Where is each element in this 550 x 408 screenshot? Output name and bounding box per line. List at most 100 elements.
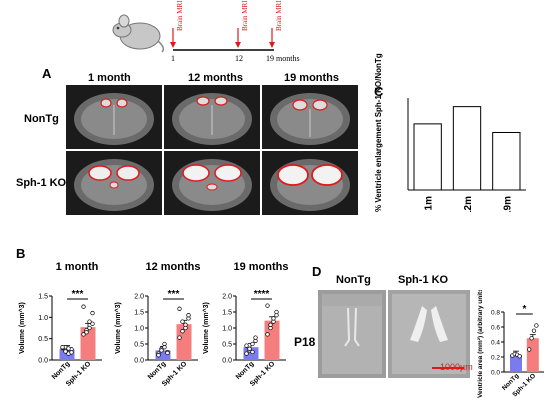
data-point <box>159 348 164 353</box>
panel-letter-d: D <box>312 264 322 279</box>
timeline-tick-1: 1 <box>171 54 175 63</box>
y-tick-label: 0.4 <box>491 340 500 347</box>
data-point <box>177 335 182 340</box>
bar-12m <box>452 106 482 191</box>
volume-chart-12-months: 12 months 2.0 1.5 1.0 0.5 0.0 Volume (mm^3) Non… <box>114 261 201 388</box>
panel-a-row-1: NonTg <box>24 113 59 125</box>
significance-label: *** <box>72 289 84 300</box>
data-point <box>165 350 170 356</box>
data-point <box>84 330 89 335</box>
y-tick-label: 2.0 <box>222 294 232 301</box>
data-point <box>69 350 74 355</box>
y-tick-label: 0.2 <box>491 355 500 362</box>
bar-Sph-1-KO <box>176 324 192 360</box>
data-point <box>271 316 276 321</box>
y-axis-label: Volume (mm^3) <box>202 302 210 354</box>
mri-nontg-12m <box>164 85 260 149</box>
data-point <box>531 328 537 333</box>
significance-label: **** <box>254 289 270 300</box>
data-point <box>244 351 249 356</box>
data-point <box>87 325 92 331</box>
data-point <box>250 349 255 355</box>
y-tick-label: 1.5 <box>38 294 48 301</box>
bar-1m <box>413 123 442 191</box>
data-point <box>529 336 534 341</box>
y-tick-label: 0.6 <box>491 325 500 332</box>
y-axis-label: Volume (mm^3) <box>114 302 122 354</box>
mri-ko-19m <box>262 151 358 215</box>
y-tick-label: 0.0 <box>491 370 500 377</box>
data-point <box>66 346 71 351</box>
mri-nontg-1m <box>66 85 162 149</box>
data-point <box>90 310 95 316</box>
x-tick-label: NonTg <box>51 360 72 381</box>
y-tick-label: 0.5 <box>222 342 232 349</box>
x-tick-label: NonTg <box>235 360 256 381</box>
y-tick-label: 1.0 <box>222 326 232 333</box>
panel-d-row: P18 <box>294 335 316 349</box>
bar-19m <box>492 132 521 191</box>
panel-a-col-1: 1 month <box>88 72 131 84</box>
y-tick-label: 1.0 <box>38 315 48 322</box>
significance-label: * <box>522 304 526 315</box>
data-point <box>81 332 86 337</box>
chart-title: 1 month <box>56 261 99 273</box>
x-tick-19m: 19m <box>502 196 513 212</box>
y-tick-label: 0.5 <box>38 336 48 343</box>
y-tick-label: 1.5 <box>222 310 232 317</box>
x-tick-label: NonTg <box>147 360 168 381</box>
data-point <box>268 322 273 327</box>
timeline-label-3: Brain MRI <box>275 0 283 31</box>
y-tick-label: 0.0 <box>38 358 48 365</box>
x-tick-12m: 12m <box>463 196 474 212</box>
panel-a-col-3: 19 months <box>284 72 340 84</box>
data-point <box>244 343 249 348</box>
bar-NonTg <box>155 350 171 360</box>
data-point <box>87 319 92 324</box>
y-tick-label: 2.0 <box>134 294 144 301</box>
timeline-axis <box>170 28 275 51</box>
bar-Sph-1-KO <box>264 320 280 360</box>
chart-title: 12 months <box>145 261 200 273</box>
data-point <box>517 354 522 359</box>
data-point <box>81 304 86 309</box>
ventricle-area-chart: 0.8 0.6 0.4 0.2 0.0 Ventricle area (mm²) (arb… <box>477 290 544 398</box>
data-point <box>177 306 182 311</box>
x-tick-1m: 1m <box>424 196 435 211</box>
timeline-label-1: Brain MRI <box>176 0 184 31</box>
data-point <box>156 353 161 358</box>
data-point <box>265 332 270 337</box>
mri-ko-12m <box>164 151 260 215</box>
mouse-icon <box>112 14 165 53</box>
panel-a-col-2: 12 months <box>188 72 244 84</box>
data-point <box>180 319 185 324</box>
y-axis-label: Volume (mm^3) <box>18 302 26 354</box>
y-tick-label: 0.0 <box>222 358 232 365</box>
panel-letter-a: A <box>42 66 52 81</box>
y-tick-label: 0.0 <box>134 358 144 365</box>
data-point <box>265 303 270 308</box>
data-point <box>534 323 539 328</box>
chart-title: 19 months <box>233 261 288 273</box>
data-point <box>60 345 65 350</box>
bar-Sph-1-KO <box>526 338 539 372</box>
timeline-label-2: Brain MRI <box>241 0 249 31</box>
ventricle-enlargement-chart: 1m 12m 19m <box>407 98 526 212</box>
histology-nontg <box>318 290 386 378</box>
y-axis-label: Ventricle area (mm²) (arbitrary units) <box>477 290 484 398</box>
data-point <box>90 321 95 326</box>
data-point <box>527 347 532 352</box>
bar-NonTg <box>243 347 259 360</box>
timeline-tick-2: 12 <box>235 54 243 63</box>
mri-nontg-19m <box>262 85 358 149</box>
data-point <box>180 329 185 334</box>
panel-d-col-2: Sph-1 KO <box>398 274 449 286</box>
panel-letter-c: C <box>374 84 384 99</box>
data-point <box>183 325 188 331</box>
histology-ko <box>388 290 470 378</box>
bar-NonTg <box>510 354 522 372</box>
mri-ko-1m <box>66 151 162 215</box>
data-point <box>274 309 279 315</box>
significance-label: *** <box>168 289 180 300</box>
